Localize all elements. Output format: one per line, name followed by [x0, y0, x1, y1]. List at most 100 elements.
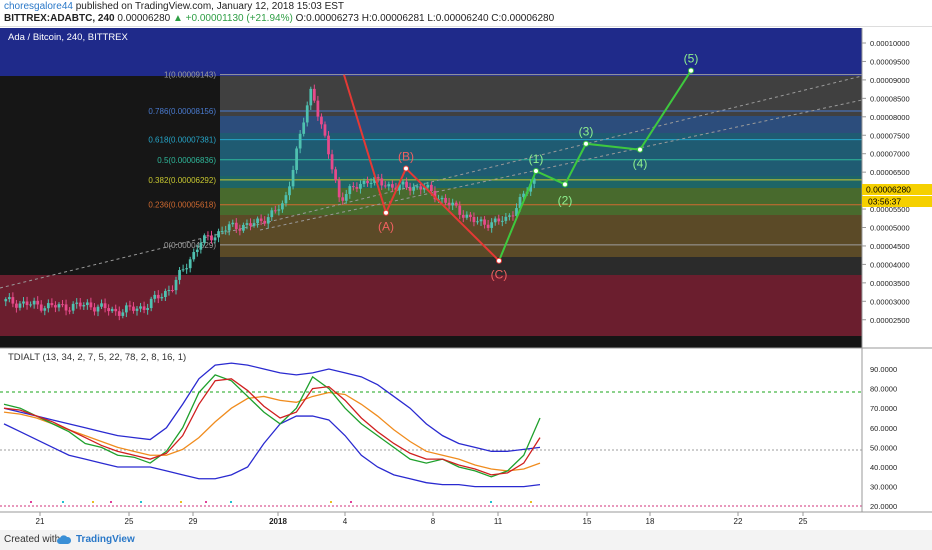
candle — [277, 209, 281, 211]
candle — [238, 228, 242, 231]
signal-dot — [62, 501, 64, 503]
candle — [483, 219, 486, 225]
price-tick-label: 0.00008500 — [870, 94, 910, 103]
tdi-signal-line — [3, 378, 541, 476]
x-tick-label: 15 — [583, 517, 592, 526]
fib-level-label: 0.5(0.00006836) — [157, 156, 216, 165]
candle — [454, 202, 458, 206]
published-text: published on TradingView.com, January 12… — [75, 1, 345, 12]
wave-abc-path[interactable] — [343, 74, 500, 262]
fib-level-label: 0.382(0.00006292) — [148, 176, 216, 185]
price-tick-label: 0.00007000 — [870, 150, 910, 159]
wave-point[interactable] — [583, 140, 589, 147]
signal-dot — [180, 501, 182, 503]
candle — [15, 303, 18, 308]
wave-point[interactable] — [688, 67, 694, 74]
fib-level-label: 0.236(0.00005618) — [148, 201, 216, 210]
candle — [153, 294, 157, 299]
symbol-label: BITTREX:ADABTC, 240 — [4, 13, 115, 24]
x-tick-label: 22 — [734, 517, 743, 526]
candle — [234, 222, 238, 229]
price-tick-label: 0.00005000 — [870, 224, 910, 233]
candle — [529, 183, 533, 192]
x-tick-label: 2018 — [269, 517, 287, 526]
candle — [291, 169, 295, 187]
candle — [220, 231, 224, 233]
countdown-label: 03:56:37 — [868, 197, 901, 207]
wave-label: (A) — [378, 220, 394, 234]
candle — [419, 186, 423, 190]
candle — [195, 249, 199, 253]
fib-level-label: 0.786(0.00008156) — [148, 107, 216, 116]
indicator-title: TDIALT (13, 34, 2, 7, 5, 22, 78, 2, 8, 1… — [8, 352, 187, 363]
wave-point[interactable] — [533, 168, 539, 175]
candle — [369, 182, 373, 184]
trend-line-2[interactable] — [259, 99, 863, 231]
indicator-tick-label: 60.0000 — [870, 424, 897, 433]
candle — [142, 306, 146, 310]
candle — [341, 197, 345, 201]
price-tick-label: 0.00002500 — [870, 316, 910, 325]
candle — [206, 235, 210, 237]
candle — [242, 224, 245, 231]
x-tick-label: 25 — [799, 517, 808, 526]
indicator-tick-label: 30.0000 — [870, 483, 897, 492]
candle — [156, 294, 160, 299]
x-tick-label: 25 — [125, 517, 134, 526]
wave-point[interactable] — [496, 257, 502, 264]
candle — [213, 237, 217, 241]
candle — [54, 305, 57, 308]
price-tick-label: 0.00007500 — [870, 131, 910, 140]
candle — [188, 259, 192, 269]
candle — [75, 302, 79, 304]
price-tick-label: 0.00003500 — [870, 279, 910, 288]
candle — [387, 184, 391, 187]
candle — [401, 181, 405, 185]
candle — [124, 305, 128, 313]
candle — [461, 214, 465, 218]
candle — [383, 185, 387, 187]
price-tick-label: 0.00004000 — [870, 260, 910, 269]
candle — [160, 297, 164, 299]
candle — [504, 216, 508, 221]
candle — [121, 312, 125, 316]
candle — [490, 222, 494, 228]
candle — [43, 308, 47, 311]
candle — [330, 154, 334, 170]
signal-dot — [530, 501, 532, 503]
wave-point[interactable] — [383, 209, 389, 216]
wave-point[interactable] — [637, 146, 643, 153]
candle — [210, 235, 213, 241]
wave-point[interactable] — [562, 181, 568, 188]
tdi-upper-band — [3, 362, 541, 452]
candle — [451, 202, 455, 206]
price-tick-label: 0.00006500 — [870, 168, 910, 177]
candle — [469, 214, 472, 218]
author-link[interactable]: choresgalore44 — [4, 1, 73, 12]
candle — [351, 186, 355, 188]
candle — [256, 218, 259, 224]
candle — [39, 304, 43, 311]
candle — [4, 299, 8, 302]
publish-info: choresgalore44 published on TradingView.… — [4, 1, 344, 13]
price-tick-label: 0.00009500 — [870, 57, 910, 66]
candle — [93, 307, 96, 312]
candle — [532, 178, 536, 184]
wave-impulse-path[interactable] — [498, 70, 692, 262]
candle — [199, 242, 203, 250]
trend-line[interactable] — [0, 75, 863, 289]
candle — [465, 214, 469, 218]
candle — [497, 218, 501, 222]
candle — [68, 310, 71, 312]
x-tick-label: 21 — [36, 517, 45, 526]
wave-point[interactable] — [403, 165, 409, 172]
tradingview-brand[interactable]: TradingView — [76, 534, 135, 545]
fib-level-label: 0(0.00004529) — [164, 241, 216, 250]
price-change: ▲ +0.00001130 (+21.94%) — [172, 13, 293, 24]
candle — [426, 184, 430, 188]
symbol-info: BITTREX:ADABTC, 240 0.00006280 ▲ +0.0000… — [4, 13, 554, 25]
countdown-tag — [862, 196, 932, 207]
candle — [288, 186, 291, 196]
candle — [32, 300, 36, 305]
